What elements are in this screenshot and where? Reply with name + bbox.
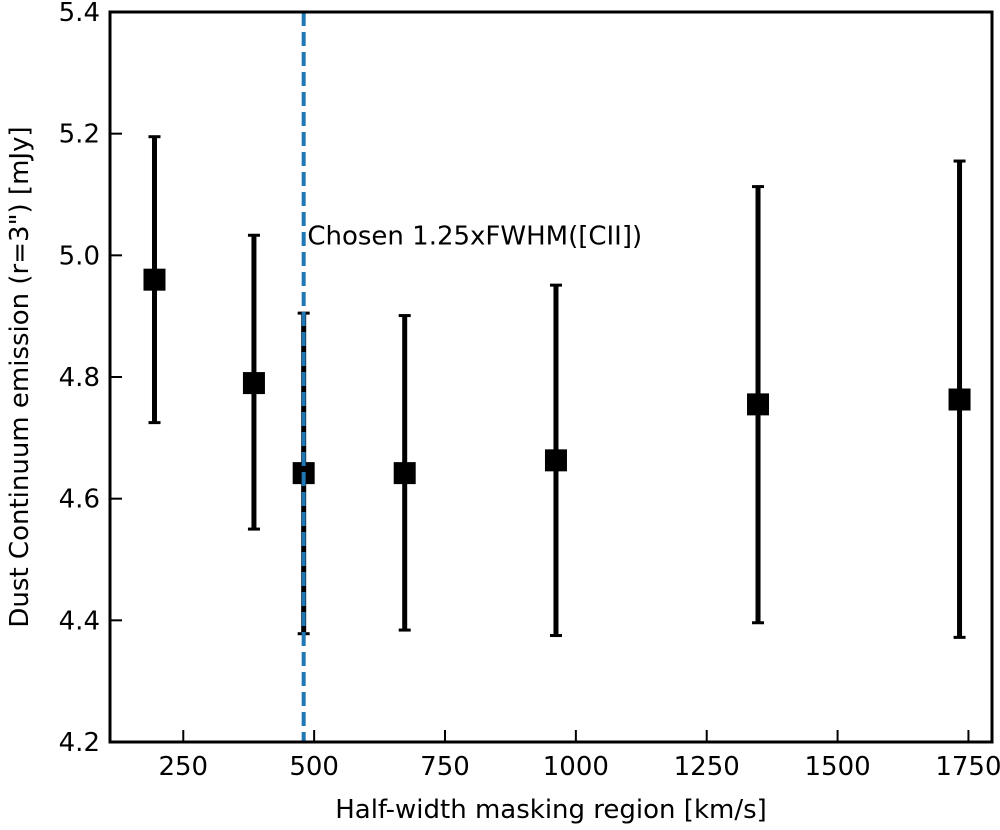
x-tick-label-0: 250: [158, 752, 208, 782]
data-point-3: [393, 462, 416, 485]
data-point-5: [747, 393, 770, 416]
x-tick-label-4: 1250: [674, 752, 740, 782]
y-tick-label-0: 4.2: [59, 728, 100, 758]
x-tick-label-5: 1500: [804, 752, 870, 782]
plot-content: [143, 135, 971, 639]
x-tick-label-6: 1750: [935, 752, 1000, 782]
x-axis-label: Half-width masking region [km/s]: [335, 795, 767, 825]
y-tick-label-1: 4.4: [59, 606, 100, 636]
y-tick-label-6: 5.4: [59, 0, 100, 28]
data-point-6: [948, 388, 971, 411]
x-tick-label-3: 1000: [543, 752, 609, 782]
y-axis: 4.2 4.4 4.6 4.8 5.0 5.2 5.4: [59, 0, 122, 758]
data-point-4: [544, 449, 567, 472]
data-point-1: [242, 372, 265, 395]
y-tick-label-5: 5.2: [59, 120, 100, 150]
x-axis: 250 500 750 1000 1250 1500 1750: [158, 730, 1000, 782]
y-tick-label-4: 5.0: [59, 241, 100, 271]
y-tick-label-3: 4.8: [59, 363, 100, 393]
annotation-chosen: Chosen 1.25xFWHM([CII]): [307, 221, 642, 251]
data-point-0: [143, 268, 166, 291]
x-tick-label-1: 500: [289, 752, 339, 782]
y-tick-label-2: 4.6: [59, 485, 100, 515]
y-axis-label: Dust Continuum emission (r=3") [mJy]: [5, 126, 35, 627]
x-tick-label-2: 750: [420, 752, 470, 782]
plot-frame: [108, 10, 994, 744]
